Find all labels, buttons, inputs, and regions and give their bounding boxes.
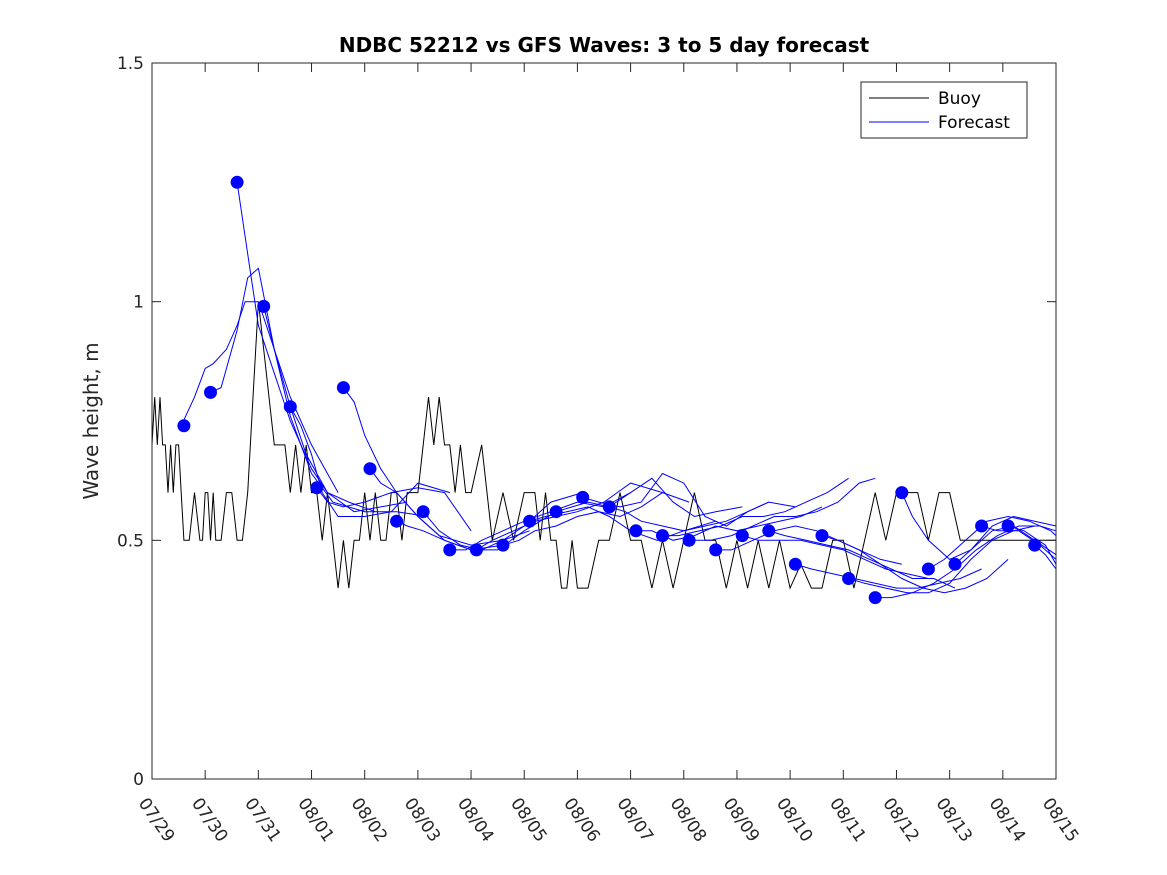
forecast-line-4 (289, 406, 450, 517)
forecast-point (496, 538, 510, 552)
buoy-series (151, 301, 1056, 590)
forecast-point (523, 514, 537, 528)
forecast-point (895, 486, 909, 500)
forecast-line-24 (821, 535, 1009, 594)
forecast-point (656, 529, 669, 543)
forecast-point (975, 519, 989, 533)
forecast-line-22 (768, 530, 956, 589)
forecast-series (180, 182, 1057, 599)
forecast-line-26 (875, 525, 1057, 599)
forecast-line-16 (609, 501, 796, 532)
plot-area (152, 63, 1056, 779)
y-axis: 0 0.5 1 1.5 (117, 54, 1056, 790)
forecast-line-19 (689, 477, 876, 541)
forecast-line-28 (928, 515, 1057, 570)
y-tick-label: 1 (133, 293, 144, 313)
forecast-point (682, 533, 696, 547)
forecast-line-25 (848, 525, 1035, 594)
forecast-point (177, 419, 191, 433)
forecast-line-20 (715, 525, 902, 565)
forecast-line-18 (662, 477, 849, 537)
forecast-point (868, 591, 882, 605)
forecast-point (815, 529, 829, 543)
forecast-point (443, 543, 457, 557)
forecast-point (948, 557, 962, 571)
forecast-point (735, 529, 749, 543)
forecast-point (762, 524, 776, 538)
y-tick-label: 0 (133, 770, 144, 790)
forecast-point (310, 481, 324, 495)
forecast-point (363, 462, 377, 476)
forecast-points (177, 175, 1042, 605)
y-tick-label: 0.5 (117, 531, 144, 551)
axes-box (151, 62, 1057, 780)
forecast-line-7 (369, 468, 530, 546)
chart-title: NDBC 52212 vs GFS Waves: 3 to 5 day fore… (339, 33, 870, 57)
buoy-line (151, 301, 1056, 590)
y-tick-label: 1.5 (117, 54, 144, 74)
forecast-line-8 (396, 511, 557, 551)
legend-box (860, 81, 1028, 139)
legend-forecast-label: Forecast (938, 113, 1010, 133)
forecast-point (709, 543, 723, 557)
forecast-line-14 (555, 477, 743, 518)
forecast-point (629, 524, 643, 538)
forecast-point (788, 557, 802, 571)
forecast-line-12 (502, 492, 690, 546)
forecast-line-30 (981, 525, 1057, 560)
forecast-point (576, 490, 590, 504)
forecast-point (921, 562, 935, 576)
forecast-line-9 (422, 492, 583, 551)
forecast-point (283, 400, 297, 414)
forecast-point (549, 505, 563, 519)
forecast-point (230, 175, 244, 189)
forecast-point (1028, 538, 1042, 552)
forecast-line-31 (1007, 525, 1057, 565)
forecast-point (416, 505, 430, 519)
forecast-point (469, 543, 483, 557)
y-axis-label: Wave height, m (79, 342, 103, 499)
forecast-point (842, 572, 856, 585)
legend: Buoy Forecast (860, 81, 1028, 139)
forecast-line-23 (795, 563, 982, 589)
legend-buoy-label: Buoy (938, 89, 981, 109)
forecast-point (336, 381, 350, 395)
forecast-point (390, 514, 404, 528)
forecast-point (1001, 519, 1015, 533)
forecast-line-5 (316, 487, 472, 532)
forecast-point (257, 299, 271, 313)
forecast-point (602, 500, 616, 514)
forecast-point (204, 385, 217, 399)
